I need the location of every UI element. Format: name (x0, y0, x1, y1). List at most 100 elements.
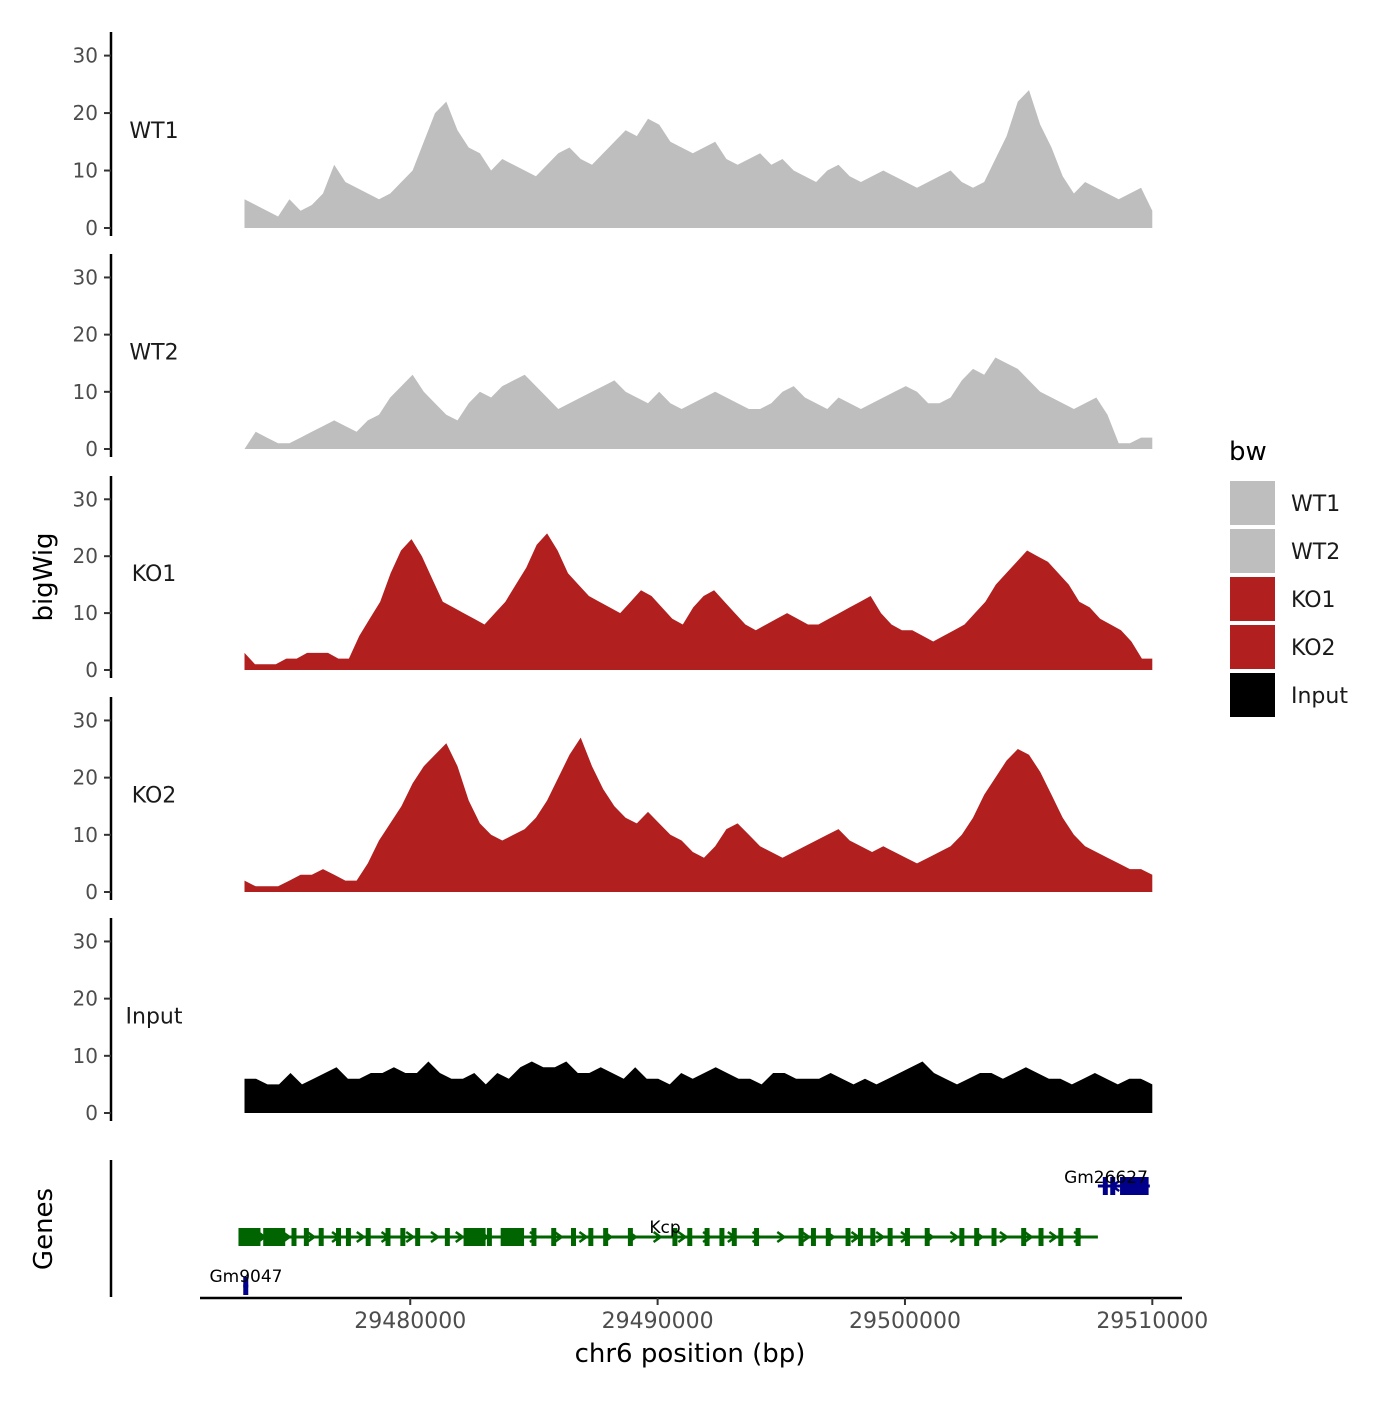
area-ko1 (244, 533, 1153, 670)
exon (365, 1228, 371, 1246)
exon (1102, 1177, 1108, 1195)
strand-arrow (801, 1230, 812, 1244)
legend-label: WT1 (1291, 492, 1340, 517)
exon (291, 1228, 297, 1246)
legend-label: WT2 (1291, 540, 1340, 565)
y-tick-label: 30 (73, 265, 98, 289)
strand-arrow (356, 1230, 366, 1244)
tracks-layer: 0 10 20 30 WT1 0 10 20 30 WT2 0 10 20 30 KO1 0 10 20 30 KO2… (73, 32, 1153, 1125)
track-ko1: 0 10 20 30 KO1 (73, 476, 1153, 682)
exon (704, 1228, 710, 1246)
exon (318, 1228, 324, 1246)
strand-arrow (454, 1230, 465, 1244)
exon (345, 1228, 351, 1246)
y-tick-label: 20 (73, 766, 98, 790)
exon (627, 1228, 633, 1246)
y-tick-label: 10 (73, 601, 98, 625)
y-tick-label: 30 (73, 708, 98, 732)
x-tick-label: 29490000 (602, 1309, 714, 1334)
strand-arrow (405, 1230, 416, 1244)
y-tick-label: 0 (85, 216, 98, 240)
y-tick-label: 30 (73, 929, 98, 953)
exon (336, 1228, 342, 1246)
exon (415, 1228, 421, 1246)
y-tick-label: 10 (73, 1044, 98, 1068)
y-tick-label: 0 (85, 437, 98, 461)
exon (825, 1228, 831, 1246)
y-axis-title: bigWig (29, 532, 59, 621)
track-label: KO2 (132, 784, 177, 809)
x-tick-label: 29500000 (849, 1309, 961, 1334)
track-wt2: 0 10 20 30 WT2 (73, 254, 1153, 461)
legend-swatch (1230, 625, 1275, 669)
y-tick-label: 20 (73, 101, 98, 125)
area-wt1 (244, 90, 1153, 228)
y-tick-label: 30 (73, 44, 98, 68)
exon (810, 1228, 816, 1246)
x-tick-label: 29510000 (1096, 1309, 1208, 1334)
strand-arrow (1048, 1230, 1059, 1244)
x-axis-title: chr6 position (bp) (575, 1339, 806, 1369)
track-label: Input (126, 1005, 183, 1030)
exon (1110, 1177, 1116, 1195)
track-wt1: 0 10 20 30 WT1 (73, 32, 1153, 240)
y-tick-label: 10 (73, 823, 98, 847)
exon (798, 1228, 804, 1246)
legend-swatch (1230, 529, 1275, 573)
y-tick-label: 0 (85, 1101, 98, 1125)
strand-arrow (875, 1230, 886, 1244)
exon (243, 1277, 249, 1295)
x-tick-label: 29480000 (354, 1309, 466, 1334)
genes-layer: Kcp Gm26627 Gm9047 (109, 1160, 1150, 1297)
area-input (244, 1061, 1153, 1113)
exon-block (238, 1228, 261, 1246)
exon (687, 1228, 693, 1246)
exon (887, 1228, 893, 1246)
strand-arrow (553, 1230, 564, 1244)
strand-arrow (652, 1230, 663, 1244)
track-label: WT1 (129, 119, 178, 144)
legend-item-ko1: KO1 (1230, 577, 1336, 621)
exon-block (263, 1228, 286, 1246)
exon (845, 1228, 851, 1246)
exon (870, 1228, 876, 1246)
strand-arrow (949, 1230, 960, 1244)
legend-item-ko2: KO2 (1230, 625, 1336, 669)
exon (531, 1228, 537, 1246)
legend-title: bw (1229, 437, 1267, 467)
legend-label: KO1 (1291, 588, 1336, 613)
legend: bw WT1 WT2 KO1 KO2 Input (1229, 437, 1348, 717)
y-tick-label: 20 (73, 987, 98, 1011)
exon (486, 1228, 492, 1246)
legend-item-input: Input (1230, 673, 1348, 717)
exon (603, 1228, 609, 1246)
exon (731, 1228, 737, 1246)
exon (672, 1228, 678, 1246)
y-tick-label: 20 (73, 323, 98, 347)
legend-swatch (1230, 577, 1275, 621)
exon (571, 1228, 577, 1246)
legend-swatch (1230, 673, 1275, 717)
legend-swatch (1230, 481, 1275, 525)
exon (974, 1228, 980, 1246)
exon (991, 1228, 997, 1246)
strand-arrow (999, 1230, 1010, 1244)
exon (754, 1228, 760, 1246)
gene-gm26627: Gm26627 (1064, 1168, 1150, 1195)
track-ko2: 0 10 20 30 KO2 (73, 697, 1153, 904)
strand-arrow (1023, 1230, 1034, 1244)
exon (924, 1228, 930, 1246)
strand-arrow (306, 1230, 317, 1244)
exon (588, 1228, 594, 1246)
area-ko2 (244, 737, 1153, 892)
exon (444, 1228, 450, 1246)
y-tick-label: 0 (85, 658, 98, 682)
exon-block (1120, 1177, 1149, 1195)
legend-label: Input (1291, 684, 1348, 709)
y-tick-label: 20 (73, 544, 98, 568)
exon (719, 1228, 725, 1246)
exon (1058, 1228, 1064, 1246)
exon (904, 1228, 910, 1246)
strand-arrow (578, 1230, 589, 1244)
